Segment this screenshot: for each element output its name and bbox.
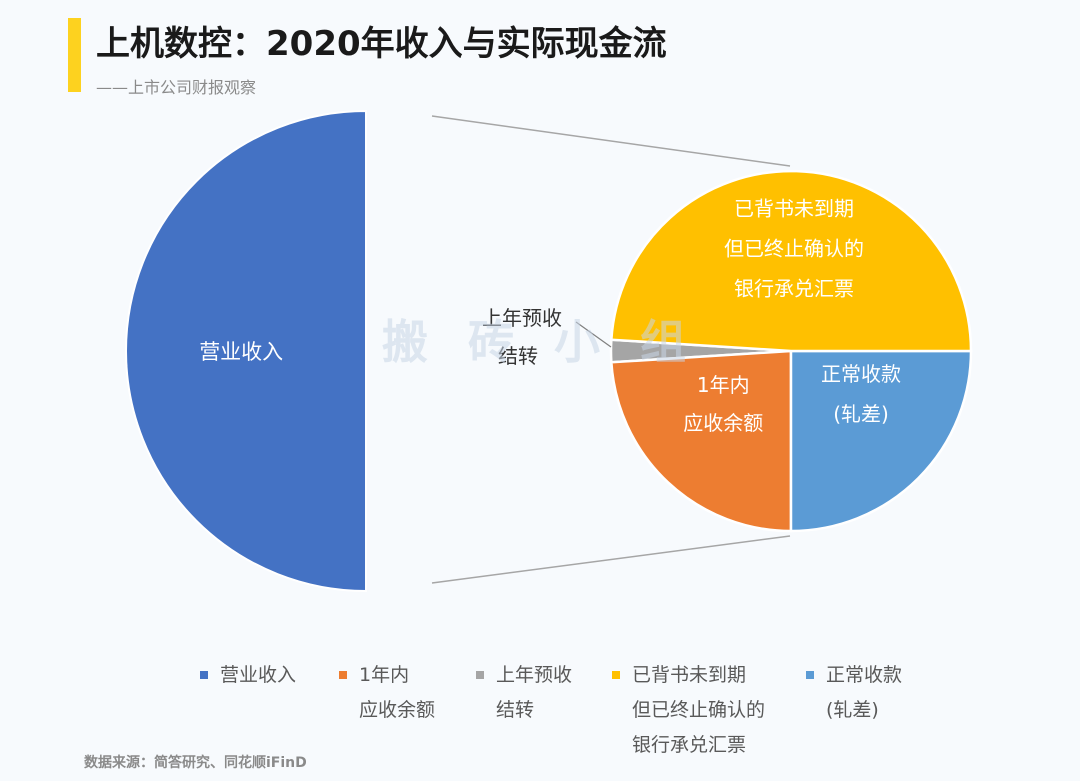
title-accent-bar [68, 18, 81, 92]
legend-label-revenue: 营业收入 [220, 664, 296, 686]
slice-label-collected: 正常收款 [821, 362, 901, 386]
slice-label-receivable: 应收余额 [683, 411, 763, 435]
legend-swatch-collected [806, 671, 814, 679]
slice-label-receivable: 1年内 [697, 373, 750, 397]
legend-swatch-prepaid [476, 671, 484, 679]
data-source-note: 数据来源：简答研究、同花顺iFinD [84, 755, 307, 771]
legend-label-collected: (轧差) [826, 699, 879, 721]
slice-label-prepaid: 结转 [498, 344, 538, 368]
slice-label-notes: 但已终止确认的 [724, 237, 864, 261]
legend-swatch-receivable [339, 671, 347, 679]
legend-label-receivable: 1年内 [359, 664, 409, 686]
watermark-text: 搬砖小组 [382, 315, 726, 369]
slice-receivable [610, 349, 793, 533]
leader-line-prepaid [575, 321, 612, 348]
chart-title: 上机数控：2020年收入与实际现金流 [96, 24, 667, 64]
legend-label-receivable: 应收余额 [359, 699, 435, 721]
legend-swatch-notes [612, 671, 620, 679]
slice-notes [610, 169, 973, 353]
legend-label-prepaid: 上年预收 [496, 664, 572, 686]
slice-collected [789, 349, 973, 533]
slice-label-prepaid: 上年预收 [482, 306, 562, 330]
legend-label-collected: 正常收款 [826, 664, 902, 686]
slice-revenue [125, 109, 367, 593]
connector-line-bottom [431, 535, 791, 584]
slice-label-notes: 已背书未到期 [734, 197, 854, 221]
legend-swatch-revenue [200, 671, 208, 679]
legend-label-notes: 已背书未到期 [632, 664, 746, 686]
legend-label-prepaid: 结转 [496, 699, 534, 721]
connector-line-top [431, 115, 791, 167]
slice-label-revenue: 营业收入 [199, 340, 283, 364]
chart-subtitle: ——上市公司财报观察 [96, 78, 257, 97]
slice-label-collected: (轧差) [833, 402, 889, 426]
legend-label-notes: 银行承兑汇票 [632, 734, 746, 756]
slice-label-notes: 银行承兑汇票 [734, 277, 854, 301]
legend-label-notes: 但已终止确认的 [632, 699, 765, 721]
